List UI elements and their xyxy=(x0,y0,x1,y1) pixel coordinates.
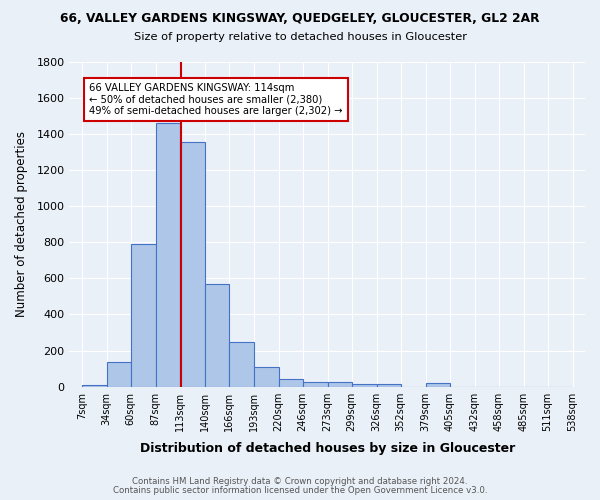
Bar xyxy=(205,284,229,387)
Bar xyxy=(278,380,302,386)
Bar xyxy=(377,384,401,386)
Bar xyxy=(254,367,278,386)
Text: 66 VALLEY GARDENS KINGSWAY: 114sqm
← 50% of detached houses are smaller (2,380)
: 66 VALLEY GARDENS KINGSWAY: 114sqm ← 50%… xyxy=(89,83,343,116)
Bar xyxy=(82,385,107,386)
Bar xyxy=(229,342,254,386)
Bar xyxy=(425,383,449,386)
Bar xyxy=(302,382,328,386)
X-axis label: Distribution of detached houses by size in Gloucester: Distribution of detached houses by size … xyxy=(140,442,515,455)
Bar xyxy=(156,123,180,386)
Bar xyxy=(180,142,205,386)
Bar xyxy=(328,382,352,386)
Bar xyxy=(352,384,377,386)
Text: Size of property relative to detached houses in Gloucester: Size of property relative to detached ho… xyxy=(133,32,467,42)
Bar xyxy=(107,362,131,386)
Bar xyxy=(131,244,156,386)
Y-axis label: Number of detached properties: Number of detached properties xyxy=(15,131,28,317)
Text: Contains public sector information licensed under the Open Government Licence v3: Contains public sector information licen… xyxy=(113,486,487,495)
Text: Contains HM Land Registry data © Crown copyright and database right 2024.: Contains HM Land Registry data © Crown c… xyxy=(132,477,468,486)
Text: 66, VALLEY GARDENS KINGSWAY, QUEDGELEY, GLOUCESTER, GL2 2AR: 66, VALLEY GARDENS KINGSWAY, QUEDGELEY, … xyxy=(60,12,540,26)
